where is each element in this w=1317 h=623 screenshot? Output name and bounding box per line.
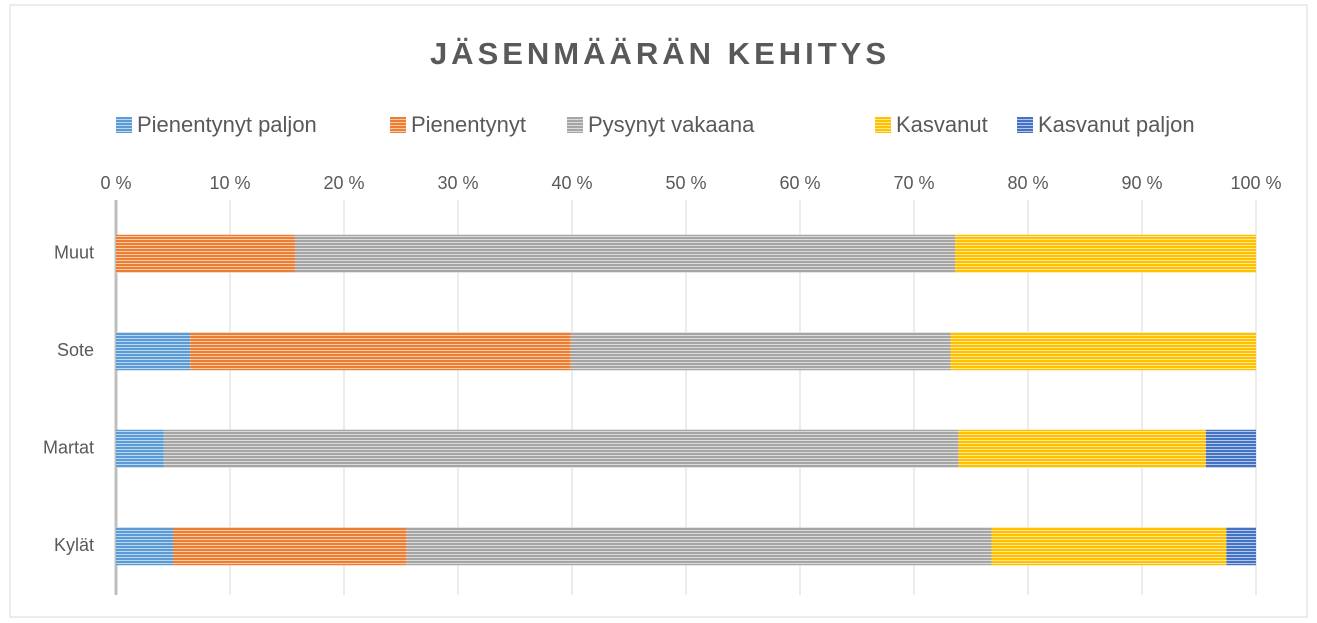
x-tick-label: 50 % (665, 173, 706, 193)
y-tick-label: Sote (57, 340, 94, 360)
bar-segment (950, 332, 1256, 371)
bar-segment (116, 234, 295, 273)
legend-swatch (1017, 117, 1033, 133)
legend-label: Pienentynyt paljon (137, 112, 317, 137)
x-tick-label: 90 % (1121, 173, 1162, 193)
y-tick-label: Muut (54, 243, 94, 263)
bar-segment (570, 332, 951, 371)
chart-title: JÄSENMÄÄRÄN KEHITYS (430, 36, 890, 71)
x-tick-label: 20 % (323, 173, 364, 193)
legend-swatch (875, 117, 891, 133)
bar-segment (173, 527, 407, 566)
legend-label: Pysynyt vakaana (588, 112, 755, 137)
bar-segment (116, 332, 191, 371)
x-tick-label: 100 % (1230, 173, 1281, 193)
x-tick-label: 70 % (893, 173, 934, 193)
x-tick-label: 60 % (779, 173, 820, 193)
bar-segment (955, 234, 1256, 273)
bar-segment (190, 332, 571, 371)
x-tick-label: 10 % (209, 173, 250, 193)
bar-segment (406, 527, 992, 566)
bar-segment (116, 527, 173, 566)
legend-label: Pienentynyt (411, 112, 526, 137)
bar-segment (163, 429, 959, 468)
bar-segment (1205, 429, 1256, 468)
y-tick-label: Kylät (54, 535, 94, 555)
y-tick-label: Martat (43, 438, 94, 458)
legend-label: Kasvanut paljon (1038, 112, 1195, 137)
bar-segment (958, 429, 1206, 468)
legend-swatch (390, 117, 406, 133)
x-tick-label: 40 % (551, 173, 592, 193)
legend-label: Kasvanut (896, 112, 988, 137)
bar-segment (1226, 527, 1256, 566)
legend-swatch (567, 117, 583, 133)
chart-border (9, 4, 1308, 618)
bar-segment (116, 429, 164, 468)
legend-swatch (116, 117, 132, 133)
x-tick-label: 80 % (1007, 173, 1048, 193)
bar-segment (991, 527, 1227, 566)
x-tick-label: 0 % (100, 173, 131, 193)
bar-segment (294, 234, 956, 273)
x-tick-label: 30 % (437, 173, 478, 193)
